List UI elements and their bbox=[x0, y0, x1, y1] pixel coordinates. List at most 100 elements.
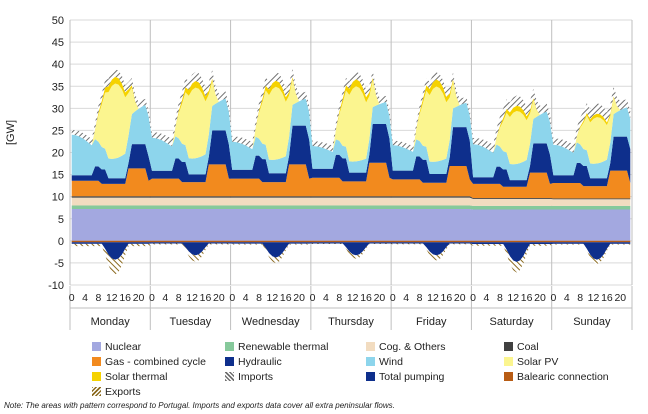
area-coal bbox=[71, 196, 631, 200]
x-tick-label: 20 bbox=[133, 292, 145, 304]
y-tick-label: 25 bbox=[52, 125, 64, 137]
x-tick-label: 20 bbox=[614, 292, 626, 304]
x-tick-label: 12 bbox=[588, 292, 600, 304]
x-tick-label: 4 bbox=[403, 292, 409, 304]
x-tick-label: 8 bbox=[336, 292, 342, 304]
y-tick-label: 15 bbox=[52, 170, 64, 182]
legend-item: Coal bbox=[504, 341, 539, 353]
area-exports bbox=[71, 243, 631, 275]
x-tick-label: 0 bbox=[149, 292, 155, 304]
legend-label: Renewable thermal bbox=[238, 341, 329, 353]
x-tick-label: 20 bbox=[534, 292, 546, 304]
x-tick-label: 8 bbox=[577, 292, 583, 304]
legend-item: Renewable thermal bbox=[225, 341, 328, 353]
legend-label: Wind bbox=[379, 356, 403, 368]
x-tick-label: 12 bbox=[427, 292, 439, 304]
x-tick-label: 12 bbox=[186, 292, 198, 304]
legend-item: Solar PV bbox=[504, 356, 558, 368]
y-tick-label: 10 bbox=[52, 192, 64, 204]
y-tick-label: 5 bbox=[58, 214, 64, 226]
x-tick-label: 12 bbox=[267, 292, 279, 304]
x-tick-label: 16 bbox=[440, 292, 452, 304]
x-tick-label: 4 bbox=[323, 292, 329, 304]
x-tick-label: 0 bbox=[550, 292, 556, 304]
area-renewable-thermal bbox=[71, 205, 631, 210]
x-tick-label: 8 bbox=[497, 292, 503, 304]
legend-item: Cog. & Others bbox=[366, 341, 446, 353]
x-tick-label: 16 bbox=[601, 292, 613, 304]
x-tick-label: 4 bbox=[162, 292, 168, 304]
area-imports bbox=[71, 68, 631, 153]
x-tick-label: 20 bbox=[374, 292, 386, 304]
x-tick-label: 4 bbox=[564, 292, 570, 304]
day-label: Saturday bbox=[490, 316, 535, 328]
area-cog-others bbox=[71, 197, 631, 206]
legend-item: Gas - combined cycle bbox=[92, 356, 206, 368]
x-tick-label: 20 bbox=[454, 292, 466, 304]
day-label: Monday bbox=[91, 316, 131, 328]
x-tick-label: 4 bbox=[82, 292, 88, 304]
x-tick-label: 20 bbox=[293, 292, 305, 304]
x-tick-label: 0 bbox=[390, 292, 396, 304]
stacked-areas bbox=[71, 68, 631, 275]
y-tick-label: -10 bbox=[48, 280, 64, 292]
legend-swatch bbox=[366, 372, 375, 381]
area-hydraulic bbox=[71, 124, 631, 187]
y-tick-label: 30 bbox=[52, 103, 64, 115]
area-total-pumping bbox=[71, 242, 631, 262]
day-label: Thursday bbox=[328, 316, 374, 328]
x-tick-label: 0 bbox=[470, 292, 476, 304]
legend-swatch bbox=[92, 372, 101, 381]
legend-label: Solar thermal bbox=[105, 371, 168, 383]
legend-swatch bbox=[225, 357, 234, 366]
day-label: Sunday bbox=[573, 316, 611, 328]
legend-swatch bbox=[225, 342, 234, 351]
x-tick-label: 8 bbox=[417, 292, 423, 304]
x-tick-label: 4 bbox=[484, 292, 490, 304]
x-tick-label: 12 bbox=[507, 292, 519, 304]
y-axis-label: [GW] bbox=[5, 120, 17, 145]
legend-item: Wind bbox=[366, 356, 403, 368]
x-tick-label: 8 bbox=[96, 292, 102, 304]
area-solar-pv bbox=[71, 79, 631, 165]
legend-label: Coal bbox=[517, 341, 539, 353]
area-balearic-connection bbox=[71, 240, 631, 243]
x-tick-label: 8 bbox=[256, 292, 262, 304]
x-tick-label: 12 bbox=[106, 292, 118, 304]
legend-item: Total pumping bbox=[366, 371, 444, 383]
area-gas-combined-cycle bbox=[71, 162, 631, 199]
x-tick-label: 20 bbox=[213, 292, 225, 304]
footnote: Note: The areas with pattern correspond … bbox=[4, 401, 395, 410]
x-tick-label: 0 bbox=[310, 292, 316, 304]
legend-swatch bbox=[92, 357, 101, 366]
legend-label: Solar PV bbox=[517, 356, 559, 368]
legend-item: Balearic connection bbox=[504, 371, 609, 383]
x-tick-label: 4 bbox=[243, 292, 249, 304]
x-tick-label: 16 bbox=[521, 292, 533, 304]
legend-label: Cog. & Others bbox=[379, 341, 446, 353]
legend-item: Nuclear bbox=[92, 341, 141, 353]
legend-label: Nuclear bbox=[105, 341, 142, 353]
y-tick-label: -5 bbox=[54, 258, 64, 270]
legend-label: Balearic connection bbox=[517, 371, 609, 383]
day-label: Friday bbox=[416, 316, 447, 328]
legend-label: Gas - combined cycle bbox=[105, 356, 206, 368]
legend-label: Total pumping bbox=[379, 371, 445, 383]
y-tick-label: 45 bbox=[52, 37, 64, 49]
x-tick-label: 16 bbox=[280, 292, 292, 304]
legend-item: Solar thermal bbox=[92, 371, 167, 383]
legend-swatch bbox=[504, 342, 513, 351]
legend-item: Exports bbox=[92, 386, 141, 398]
x-tick-label: 8 bbox=[176, 292, 182, 304]
day-label: Tuesday bbox=[170, 316, 212, 328]
y-tick-label: 35 bbox=[52, 81, 64, 93]
legend-swatch bbox=[504, 372, 513, 381]
y-tick-label: 50 bbox=[52, 15, 64, 27]
legend-swatch bbox=[504, 357, 513, 366]
legend-label: Imports bbox=[238, 371, 274, 383]
y-tick-label: 40 bbox=[52, 59, 64, 71]
legend-item: Imports bbox=[225, 371, 273, 383]
x-tick-label: 16 bbox=[360, 292, 372, 304]
